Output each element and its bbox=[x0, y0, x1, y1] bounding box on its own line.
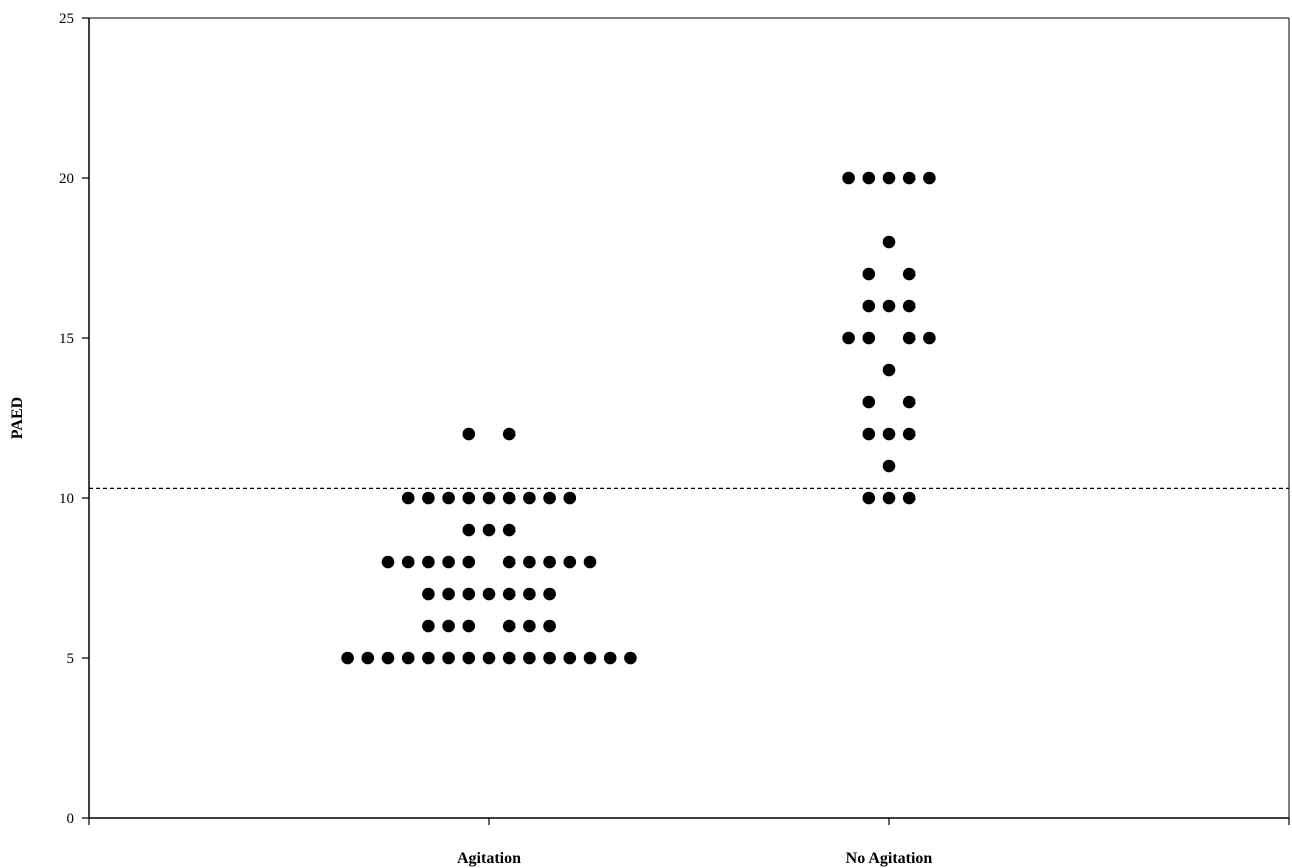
data-point bbox=[902, 395, 916, 409]
data-point bbox=[462, 619, 476, 633]
data-point bbox=[882, 491, 896, 505]
data-point bbox=[543, 555, 556, 569]
data-point bbox=[902, 427, 916, 441]
data-point bbox=[862, 267, 876, 281]
data-point bbox=[442, 555, 455, 569]
data-point bbox=[502, 523, 516, 537]
data-point bbox=[902, 491, 916, 505]
data-point bbox=[482, 587, 496, 601]
y-tick-label: 0 bbox=[67, 811, 75, 827]
data-point bbox=[401, 491, 415, 505]
data-point bbox=[422, 491, 435, 505]
y-tick-label: 5 bbox=[67, 651, 75, 667]
data-point bbox=[923, 171, 936, 185]
data-point bbox=[882, 363, 896, 377]
data-point bbox=[442, 651, 455, 665]
data-point bbox=[882, 459, 896, 473]
data-point bbox=[862, 395, 876, 409]
data-point bbox=[882, 171, 896, 185]
data-point bbox=[862, 331, 876, 345]
data-point bbox=[923, 331, 936, 345]
data-point bbox=[543, 619, 556, 633]
data-points bbox=[341, 171, 936, 665]
data-point bbox=[902, 331, 916, 345]
data-point bbox=[482, 523, 496, 537]
y-axis-title: PAED bbox=[9, 397, 26, 439]
data-point bbox=[442, 491, 455, 505]
data-point bbox=[902, 171, 916, 185]
data-point bbox=[862, 171, 876, 185]
data-point bbox=[462, 523, 476, 537]
y-tick-label: 25 bbox=[59, 11, 74, 27]
data-point bbox=[462, 555, 476, 569]
data-point bbox=[381, 651, 395, 665]
x-category-label: Agitation bbox=[457, 850, 521, 867]
data-point bbox=[543, 651, 556, 665]
data-point bbox=[422, 587, 435, 601]
data-point bbox=[523, 491, 536, 505]
data-point bbox=[862, 299, 876, 313]
data-point bbox=[462, 427, 476, 441]
data-point bbox=[523, 587, 536, 601]
x-category-label: No Agitation bbox=[846, 850, 933, 867]
data-point bbox=[442, 619, 455, 633]
data-point bbox=[523, 555, 536, 569]
data-point bbox=[502, 587, 516, 601]
data-point bbox=[502, 555, 516, 569]
data-point bbox=[422, 651, 435, 665]
data-point bbox=[361, 651, 375, 665]
y-tick-label: 10 bbox=[59, 491, 74, 507]
y-tick-label: 20 bbox=[59, 171, 74, 187]
data-point bbox=[603, 651, 617, 665]
data-point bbox=[482, 651, 496, 665]
data-point bbox=[563, 491, 577, 505]
data-point bbox=[422, 555, 435, 569]
data-point bbox=[502, 491, 516, 505]
data-point bbox=[462, 491, 476, 505]
data-point bbox=[341, 651, 354, 665]
data-point bbox=[523, 651, 536, 665]
data-point bbox=[502, 427, 516, 441]
data-point bbox=[462, 651, 476, 665]
data-point bbox=[902, 267, 916, 281]
data-point bbox=[882, 235, 896, 249]
data-point bbox=[882, 427, 896, 441]
data-point bbox=[401, 555, 415, 569]
data-point bbox=[862, 491, 876, 505]
data-point bbox=[902, 299, 916, 313]
data-point bbox=[842, 331, 855, 345]
data-point bbox=[401, 651, 415, 665]
data-point bbox=[482, 491, 496, 505]
x-ticks: Agitation No Agitation bbox=[88, 818, 1290, 867]
data-point bbox=[624, 651, 637, 665]
data-point bbox=[563, 555, 577, 569]
data-point bbox=[502, 619, 516, 633]
axes bbox=[88, 17, 1290, 819]
y-tick-label: 15 bbox=[59, 331, 74, 347]
data-point bbox=[543, 587, 556, 601]
data-point bbox=[462, 587, 476, 601]
data-point bbox=[381, 555, 395, 569]
data-point bbox=[523, 619, 536, 633]
data-point bbox=[422, 619, 435, 633]
y-ticks: 0 5 10 15 20 25 bbox=[59, 11, 89, 827]
data-point bbox=[862, 427, 876, 441]
data-point bbox=[882, 299, 896, 313]
data-point bbox=[583, 555, 597, 569]
data-point bbox=[842, 171, 855, 185]
data-point bbox=[583, 651, 597, 665]
data-point bbox=[563, 651, 577, 665]
data-point bbox=[442, 587, 455, 601]
data-point bbox=[502, 651, 516, 665]
data-point bbox=[543, 491, 556, 505]
